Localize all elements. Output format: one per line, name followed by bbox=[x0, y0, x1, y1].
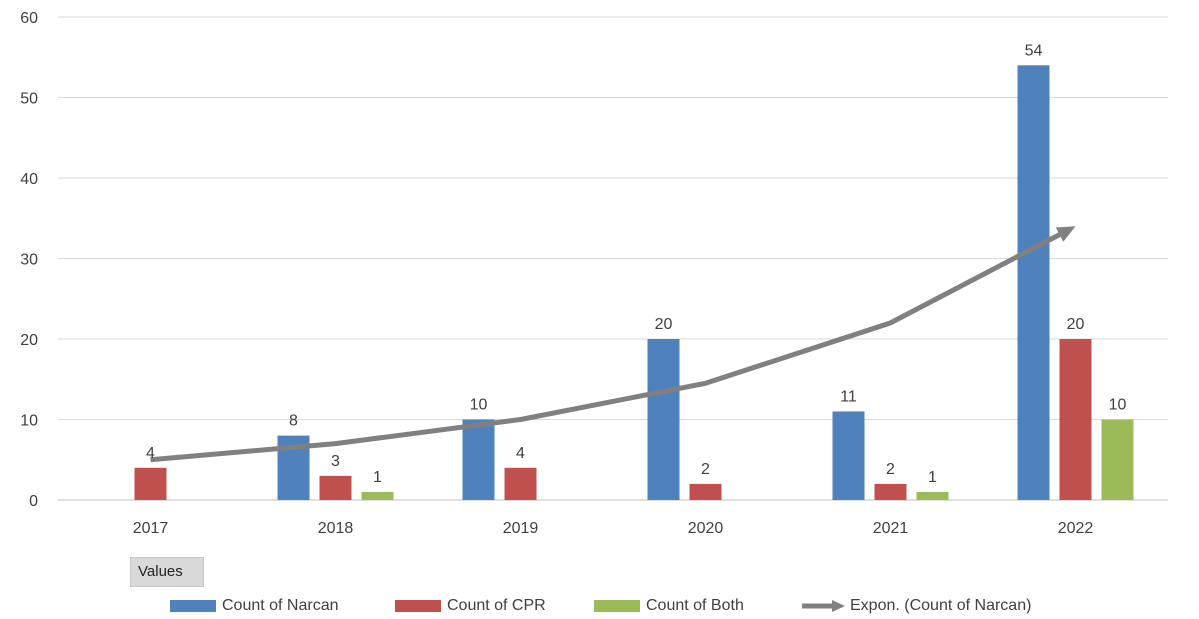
legend-item-narcan[interactable]: Count of Narcan bbox=[170, 594, 339, 618]
bar-series bbox=[134, 65, 1134, 501]
bar-both[interactable] bbox=[361, 491, 394, 500]
y-tick-label: 0 bbox=[29, 493, 38, 510]
y-tick-label: 10 bbox=[20, 413, 38, 430]
x-tick-label: 2017 bbox=[133, 520, 169, 537]
legend-label-both: Count of Both bbox=[646, 597, 744, 614]
data-label-both: 10 bbox=[1109, 397, 1127, 414]
legend-label-trendline: Expon. (Count of Narcan) bbox=[850, 597, 1032, 614]
legend-label-cpr: Count of CPR bbox=[447, 597, 546, 614]
data-label-narcan: 54 bbox=[1025, 42, 1043, 59]
data-label-cpr: 4 bbox=[516, 445, 525, 462]
data-label-narcan: 11 bbox=[840, 388, 857, 405]
bar-both[interactable] bbox=[1101, 419, 1134, 501]
data-label-both: 1 bbox=[928, 469, 937, 486]
data-label-cpr: 20 bbox=[1067, 316, 1085, 333]
trendline-arrowhead bbox=[1055, 226, 1076, 242]
legend: Count of Narcan Count of CPR Count of Bo… bbox=[0, 594, 1199, 618]
x-tick-label: 2022 bbox=[1058, 520, 1094, 537]
data-label-narcan: 20 bbox=[655, 316, 673, 333]
legend-item-trendline[interactable]: Expon. (Count of Narcan) bbox=[800, 594, 1031, 618]
data-label-cpr: 3 bbox=[331, 453, 340, 470]
legend-swatch-narcan bbox=[170, 600, 216, 612]
x-axis: 2017 2018 2019 2020 2021 2022 bbox=[133, 520, 1094, 537]
gridlines bbox=[58, 16, 1168, 501]
bar-narcan[interactable] bbox=[647, 339, 680, 500]
data-label-cpr: 4 bbox=[146, 445, 155, 462]
data-label-cpr: 2 bbox=[701, 461, 710, 478]
bar-cpr[interactable] bbox=[689, 483, 722, 500]
legend-item-cpr[interactable]: Count of CPR bbox=[395, 594, 546, 618]
x-tick-label: 2021 bbox=[873, 520, 909, 537]
bar-cpr[interactable] bbox=[1059, 339, 1092, 500]
legend-label-narcan: Count of Narcan bbox=[222, 597, 339, 614]
y-tick-label: 50 bbox=[20, 91, 38, 108]
bar-narcan[interactable] bbox=[1017, 65, 1050, 501]
y-tick-label: 60 bbox=[20, 10, 38, 27]
legend-swatch-cpr bbox=[395, 600, 441, 612]
bar-narcan[interactable] bbox=[462, 419, 495, 501]
values-field-button[interactable]: Values bbox=[130, 557, 204, 587]
x-tick-label: 2020 bbox=[688, 520, 724, 537]
x-tick-label: 2019 bbox=[503, 520, 539, 537]
y-tick-label: 40 bbox=[20, 171, 38, 188]
legend-swatch-both bbox=[594, 600, 640, 612]
trendline bbox=[150, 226, 1076, 463]
bar-cpr[interactable] bbox=[504, 467, 537, 500]
arrow-icon bbox=[802, 600, 845, 612]
data-label-narcan: 10 bbox=[470, 397, 488, 414]
y-tick-label: 20 bbox=[20, 332, 38, 349]
bar-both[interactable] bbox=[916, 491, 949, 500]
y-tick-label: 30 bbox=[20, 252, 38, 269]
legend-item-both[interactable]: Count of Both bbox=[594, 594, 744, 618]
bar-cpr[interactable] bbox=[874, 483, 907, 500]
trendline-path[interactable] bbox=[150, 232, 1061, 463]
bar-narcan[interactable] bbox=[832, 411, 865, 500]
data-label-both: 1 bbox=[373, 469, 382, 486]
y-axis: 0 10 20 30 40 50 60 bbox=[20, 10, 38, 510]
data-label-narcan: 8 bbox=[289, 413, 298, 430]
x-tick-label: 2018 bbox=[318, 520, 354, 537]
bar-cpr[interactable] bbox=[319, 475, 352, 500]
bar-cpr[interactable] bbox=[134, 467, 167, 500]
data-label-cpr: 2 bbox=[886, 461, 895, 478]
